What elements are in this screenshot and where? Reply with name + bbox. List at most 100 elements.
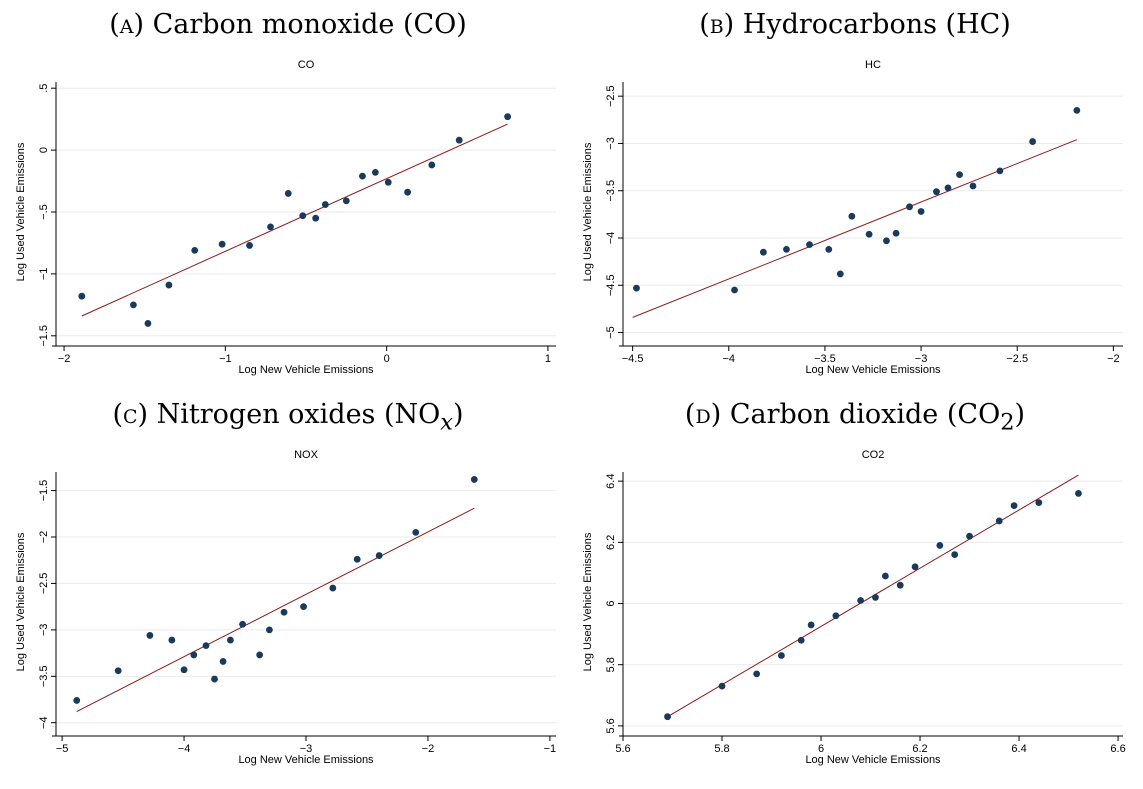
data-point xyxy=(825,245,833,253)
y-axis-label: Log Used Vehicle Emissions xyxy=(582,532,594,671)
fit-line xyxy=(632,139,1078,318)
panel-co: (a) Carbon monoxide (CO) CO −2 −1 0 1 −1.5 −1 −… xyxy=(8,8,568,388)
data-point xyxy=(211,675,218,683)
x-tick-label: 6.4 xyxy=(1011,743,1026,755)
data-point xyxy=(412,528,420,536)
data-point xyxy=(911,563,919,571)
y-tick-label: −1.5 xyxy=(38,480,50,502)
x-tick-label: 0 xyxy=(384,353,390,365)
y-tick-label: 6.2 xyxy=(605,535,617,550)
data-point xyxy=(114,667,122,675)
data-point xyxy=(180,666,188,674)
data-point xyxy=(807,621,815,629)
data-point xyxy=(78,292,86,300)
x-tick-label: 1 xyxy=(545,353,551,365)
y-tick-label: −1 xyxy=(38,268,50,281)
data-point xyxy=(246,242,253,249)
x-tick-label: −1 xyxy=(219,353,232,365)
data-point xyxy=(375,552,383,559)
y-tick-label: 5.8 xyxy=(605,657,617,672)
data-point xyxy=(168,636,176,644)
x-axis-label: Log New Vehicle Emissions xyxy=(238,754,374,766)
data-point xyxy=(996,167,1004,175)
data-point xyxy=(359,172,366,180)
data-point xyxy=(218,240,226,248)
data-point xyxy=(917,208,925,215)
data-point xyxy=(836,270,844,278)
data-point xyxy=(633,284,640,292)
data-point xyxy=(191,246,199,254)
x-axis-label: Log New Vehicle Emissions xyxy=(238,364,374,376)
y-axis-label: Log Used Vehicle Emissions xyxy=(15,532,27,671)
x-tick-label: −2 xyxy=(422,743,435,755)
fit-line xyxy=(81,123,508,317)
y-tick-label: 0 xyxy=(38,147,50,153)
data-point xyxy=(956,171,963,179)
data-point xyxy=(944,184,952,192)
data-point xyxy=(848,212,856,220)
data-point xyxy=(857,597,865,604)
data-point xyxy=(718,682,726,690)
panel-co2: (d) Carbon dioxide (CO2) CO2 5.6 5.8 6 6.2 6.… xyxy=(575,398,1135,778)
data-point xyxy=(664,713,671,721)
data-point xyxy=(892,229,900,237)
x-tick-label: −4.5 xyxy=(622,353,644,365)
data-point xyxy=(966,532,973,540)
data-point xyxy=(239,620,246,628)
data-point xyxy=(190,651,198,659)
data-point xyxy=(329,584,337,592)
data-point xyxy=(1073,106,1081,114)
x-tick-label: 6 xyxy=(818,743,824,755)
data-point xyxy=(300,603,307,611)
x-tick-label: −2.5 xyxy=(1006,353,1028,365)
x-tick-label: −4 xyxy=(722,353,735,365)
data-point xyxy=(342,197,350,205)
y-tick-label: −3 xyxy=(38,624,50,637)
x-tick-label: −5 xyxy=(56,743,69,755)
data-point xyxy=(73,697,81,704)
data-point xyxy=(384,178,392,186)
panel-nox: (c) Nitrogen oxides (NOx) NOX −5 −4 −3 −2 −1 −… xyxy=(8,398,568,778)
panel-caption: (d) Carbon dioxide (CO2) xyxy=(684,399,1026,436)
panel-caption: (c) Nitrogen oxides (NOx) xyxy=(112,399,464,436)
data-point xyxy=(896,581,904,589)
y-tick-label: −1.5 xyxy=(38,325,50,347)
data-point xyxy=(266,626,273,634)
data-point xyxy=(226,636,234,644)
data-point xyxy=(936,542,944,549)
data-point xyxy=(969,182,977,190)
x-tick-label: −2 xyxy=(1107,353,1120,365)
data-point xyxy=(130,301,137,309)
data-point xyxy=(280,608,288,616)
x-tick-label: 6.6 xyxy=(1110,743,1125,755)
data-point xyxy=(353,555,361,563)
data-point xyxy=(759,248,767,256)
y-tick-label: −3 xyxy=(605,137,617,150)
data-point xyxy=(455,136,463,144)
y-tick-label: −4 xyxy=(605,232,617,245)
x-tick-label: −4 xyxy=(178,743,191,755)
x-tick-label: −1 xyxy=(544,743,557,755)
x-tick-label: 5.8 xyxy=(714,743,729,755)
data-point xyxy=(146,632,154,639)
data-point xyxy=(165,281,173,289)
x-tick-label: 6.2 xyxy=(912,743,927,755)
data-point xyxy=(731,286,738,294)
data-point xyxy=(906,203,913,211)
data-point xyxy=(806,241,813,249)
x-tick-label: −3 xyxy=(300,743,313,755)
x-axis-label: Log New Vehicle Emissions xyxy=(805,364,941,376)
y-tick-label: −3.5 xyxy=(38,665,50,687)
y-tick-label: −2.5 xyxy=(605,85,617,107)
chart-title: NOX xyxy=(294,449,319,461)
x-axis-label: Log New Vehicle Emissions xyxy=(805,754,941,766)
data-point xyxy=(312,214,320,222)
data-point xyxy=(256,651,264,659)
data-point xyxy=(865,230,873,238)
data-point xyxy=(933,188,940,196)
data-point xyxy=(995,517,1003,525)
y-tick-label: 6.4 xyxy=(605,474,617,489)
data-point xyxy=(1035,499,1043,506)
x-tick-label: −2 xyxy=(58,353,71,365)
y-tick-label: .5 xyxy=(38,84,50,93)
